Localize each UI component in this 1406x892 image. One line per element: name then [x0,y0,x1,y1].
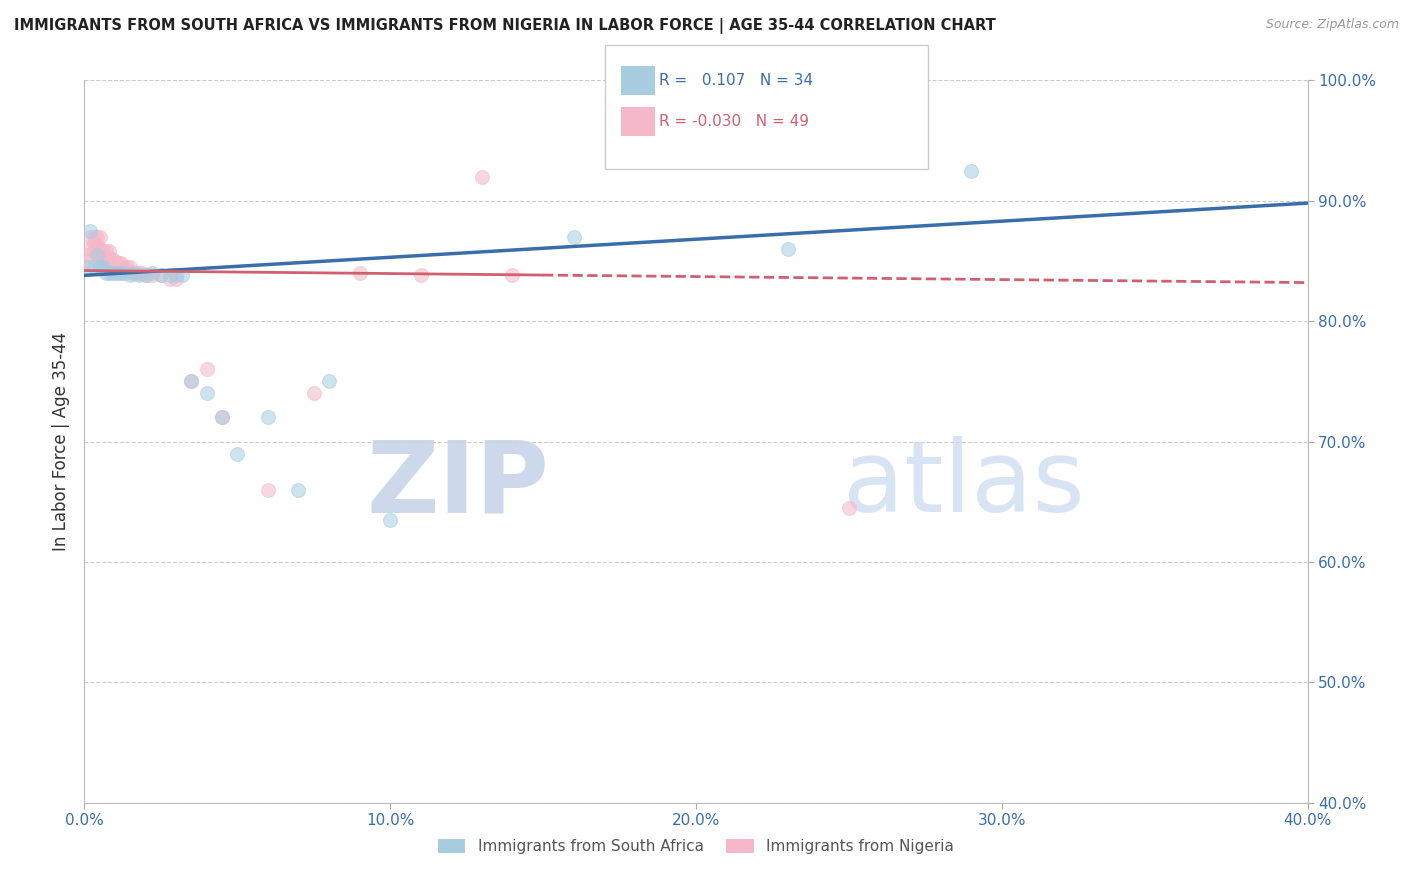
Point [83,244,105,259]
Text: atlas: atlas [842,436,1084,533]
Point [94,244,117,259]
Point [115,260,138,274]
Point [122,266,145,280]
Point [149,268,172,283]
Point [86,229,108,244]
Point [79,224,101,238]
Point [101,252,124,266]
Point [110,256,132,270]
Y-axis label: In Labor Force | Age 35-44: In Labor Force | Age 35-44 [52,332,70,551]
Point [195,386,218,401]
Point [838,500,860,515]
Point [226,446,249,460]
Point [172,268,194,283]
Point [89,229,111,244]
Legend: Immigrants from South Africa, Immigrants from Nigeria: Immigrants from South Africa, Immigrants… [432,833,960,860]
Point [110,266,132,280]
Point [101,260,124,274]
Point [120,260,142,274]
Point [135,268,157,283]
Point [128,266,150,280]
Point [86,248,108,262]
Point [349,266,371,280]
Point [86,244,108,259]
Point [960,163,983,178]
Point [101,266,124,280]
Point [211,410,233,425]
Point [104,266,127,280]
Text: R = -0.030   N = 49: R = -0.030 N = 49 [659,114,810,128]
Point [257,410,280,425]
Point [76,253,98,268]
Text: IMMIGRANTS FROM SOUTH AFRICA VS IMMIGRANTS FROM NIGERIA IN LABOR FORCE | AGE 35-: IMMIGRANTS FROM SOUTH AFRICA VS IMMIGRAN… [14,18,995,34]
Point [76,248,98,262]
Point [257,483,280,497]
Point [76,260,98,274]
Point [125,266,148,280]
Point [86,239,108,253]
Point [91,256,114,270]
Point [776,242,799,256]
Point [159,272,181,286]
Point [502,268,524,283]
Point [287,483,309,497]
Point [195,362,218,376]
Point [89,242,111,256]
Point [107,266,129,280]
Point [380,513,402,527]
Point [89,260,111,274]
Point [97,266,120,280]
Point [107,256,129,270]
Point [83,260,105,274]
Point [409,268,432,283]
Point [120,268,142,283]
Point [624,103,647,118]
Point [104,253,127,268]
Point [83,235,105,250]
Point [94,266,117,280]
Point [149,268,172,283]
Point [131,266,153,280]
Point [97,244,120,259]
Point [97,256,120,270]
Point [79,242,101,256]
Point [211,410,233,425]
Point [94,253,117,268]
Point [89,248,111,262]
Point [159,268,181,283]
Point [79,229,101,244]
Point [180,374,202,388]
Point [471,169,494,184]
Point [122,266,145,280]
Text: Source: ZipAtlas.com: Source: ZipAtlas.com [1265,18,1399,31]
Point [302,386,325,401]
Text: R =   0.107   N = 34: R = 0.107 N = 34 [659,73,814,87]
Point [165,268,187,283]
Point [112,266,135,280]
Point [97,252,120,266]
Point [112,260,135,274]
Point [91,244,114,259]
Text: ZIP: ZIP [367,436,550,533]
Point [128,268,150,283]
Point [165,272,187,286]
Point [89,260,111,274]
Point [91,252,114,266]
Point [83,229,105,244]
Point [135,268,157,283]
Point [180,374,202,388]
Point [141,268,163,283]
Point [562,229,585,244]
Point [91,260,114,274]
Point [318,374,340,388]
Point [141,266,163,280]
